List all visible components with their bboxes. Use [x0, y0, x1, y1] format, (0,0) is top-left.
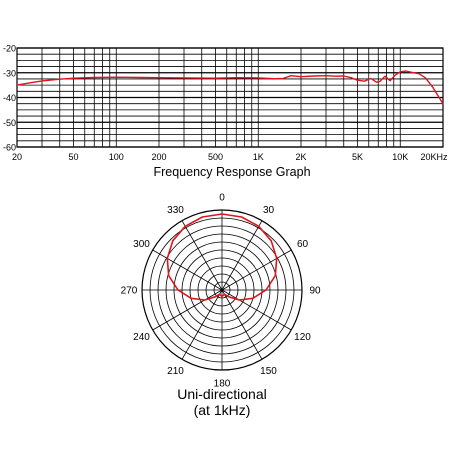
- polar-spoke: [221, 220, 263, 291]
- polar-angle-label: 270: [121, 286, 138, 297]
- frequency-response-frame: [16, 47, 444, 148]
- polar-subtitle: (at 1kHz): [194, 402, 251, 418]
- x-tick-label: 10K: [392, 152, 408, 162]
- x-tick-label: 1K: [253, 152, 264, 162]
- frequency-response-title: Frequency Response Graph: [153, 165, 310, 179]
- frequency-response-x-tick-labels: 20 50 100 200 500 1K 2K 5K 10K 20KHz: [12, 152, 448, 162]
- x-tick-label: 2K: [295, 152, 306, 162]
- polar-title: Uni-directional: [177, 386, 266, 402]
- y-tick-label: -20: [3, 44, 16, 54]
- polar-grid: [141, 209, 303, 371]
- polar-pattern-chart: 0 30 60 90 120 150 180 210 240 270 300 330 Uni-dire…: [121, 193, 321, 419]
- polar-angle-label: 240: [133, 332, 150, 343]
- polar-spoke: [181, 220, 223, 291]
- polar-angle-label: 0: [219, 193, 225, 204]
- x-tick-label: 100: [109, 152, 124, 162]
- frequency-response-y-tick-labels: -20 -30 -40 -50 -60: [3, 44, 16, 153]
- polar-pattern-series: [166, 213, 278, 301]
- polar-angle-label: 60: [297, 239, 309, 250]
- polar-angle-label: 210: [167, 366, 184, 377]
- frequency-response-line: [16, 70, 444, 105]
- y-tick-label: -50: [3, 118, 16, 128]
- y-tick-label: -60: [3, 143, 16, 153]
- polar-angle-label: 300: [133, 239, 150, 250]
- polar-spoke: [221, 249, 292, 291]
- x-tick-label: 200: [151, 152, 166, 162]
- polar-angle-label: 90: [309, 286, 321, 297]
- x-tick-label: 50: [68, 152, 78, 162]
- x-tick-label: 20: [12, 152, 22, 162]
- polar-spoke: [181, 289, 223, 360]
- polar-angle-label: 330: [167, 205, 184, 216]
- polar-angle-label: 180: [214, 379, 231, 390]
- polar-angle-labels: 0 30 60 90 120 150 180 210 240 270 300 330: [121, 193, 321, 390]
- polar-angle-label: 120: [294, 332, 311, 343]
- polar-spoke: [221, 289, 263, 360]
- frequency-response-chart: -20-30-40-50-60 20 50 100 200 500 1K 2K 5K 10K 20…: [3, 44, 448, 180]
- polar-angle-label: 150: [260, 366, 277, 377]
- x-tick-label: 5K: [352, 152, 363, 162]
- frequency-response-grid: [16, 47, 444, 148]
- y-tick-label: -40: [3, 93, 16, 103]
- polar-spoke: [221, 289, 292, 331]
- polar-pattern-curve: [166, 213, 278, 301]
- x-tick-label: 20KHz: [420, 152, 448, 162]
- polar-angle-label: 30: [263, 205, 275, 216]
- x-tick-label: 500: [208, 152, 223, 162]
- polar-spoke: [152, 289, 223, 331]
- polar-spoke: [152, 249, 223, 291]
- frequency-response-series: [16, 70, 444, 105]
- y-tick-label: -30: [3, 68, 16, 78]
